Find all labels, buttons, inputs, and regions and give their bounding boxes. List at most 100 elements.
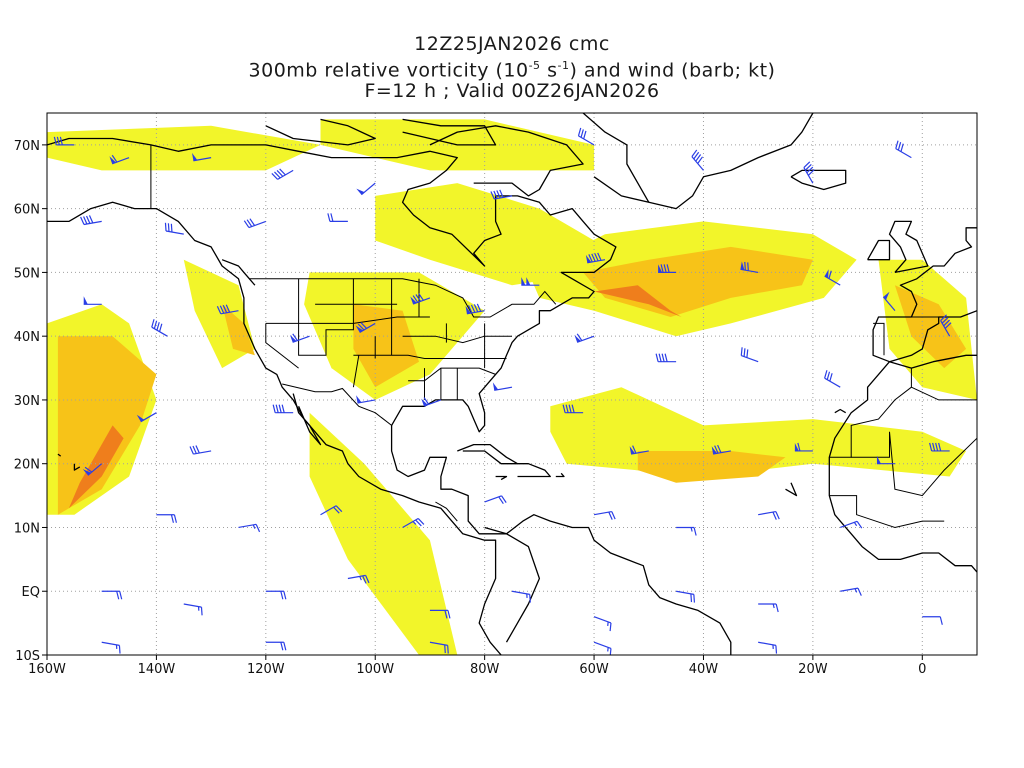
- plot-frame: [46, 112, 978, 656]
- vorticity-band-2: [68, 425, 124, 509]
- wind-barb: [356, 395, 376, 404]
- border-20: [829, 386, 912, 458]
- border-6: [353, 354, 507, 359]
- coastline-17: [785, 482, 798, 497]
- lat-lon-grid: [47, 113, 977, 655]
- coastline-19: [402, 118, 497, 146]
- wind-barb: [711, 444, 731, 455]
- wind-barb: [655, 353, 677, 363]
- wind-barb: [355, 322, 376, 333]
- wind-barb: [192, 152, 212, 162]
- political-borders: [150, 144, 977, 529]
- wind-barb: [758, 511, 780, 520]
- wind-barb: [562, 404, 584, 414]
- wind-barb: [265, 641, 287, 651]
- coastline-18: [221, 259, 256, 286]
- wind-barb: [929, 442, 950, 452]
- coastline-8: [593, 113, 814, 210]
- wind-barb: [840, 520, 863, 529]
- wind-barb: [521, 277, 540, 286]
- title-line-1: 12Z25JAN2026 cmc: [414, 33, 610, 55]
- wind-barb: [189, 445, 212, 455]
- wind-barb: [429, 609, 451, 619]
- wind-barb: [80, 215, 102, 226]
- lon-tick-label: 100W: [356, 662, 394, 677]
- wind-barb: [740, 261, 759, 274]
- coastline-23: [57, 453, 62, 457]
- wind-barb: [511, 590, 531, 603]
- wind-barb: [238, 523, 261, 533]
- wind-barb: [691, 149, 704, 171]
- lat-tick-label: 10S: [15, 649, 40, 664]
- coastline-10: [790, 169, 847, 191]
- title-line-3: F=12 h ; Valid 00Z26JAN2026: [364, 80, 660, 103]
- wind-barb: [593, 616, 612, 632]
- border-22: [829, 495, 945, 529]
- vorticity-band-1: [57, 336, 157, 515]
- wind-barb: [803, 161, 815, 184]
- wind-barb: [429, 641, 449, 654]
- wind-barb: [824, 370, 841, 388]
- wind-barb: [83, 296, 102, 305]
- title-line-2-mid: s: [540, 59, 558, 82]
- coastline-16: [834, 408, 847, 414]
- wind-barb: [216, 304, 239, 315]
- wind-barb: [794, 442, 813, 452]
- coastline-24: [484, 526, 541, 643]
- wind-barb: [356, 182, 376, 196]
- lat-tick-label: 60N: [14, 203, 40, 218]
- coastline-5: [517, 463, 551, 478]
- wind-barbs: [53, 127, 952, 655]
- wind-barb: [758, 603, 779, 613]
- lat-tick-label: 40N: [14, 330, 40, 345]
- border-4: [298, 278, 354, 356]
- border-25: [873, 322, 885, 356]
- coastline-6: [495, 475, 508, 481]
- wind-barb: [151, 319, 168, 337]
- wind-barb: [271, 168, 294, 180]
- wind-barb: [922, 616, 943, 625]
- wind-barb: [465, 303, 485, 315]
- vorticity-band-6: [353, 304, 419, 388]
- wind-barb: [347, 574, 370, 584]
- coastline-3: [47, 137, 617, 433]
- wind-barb: [840, 587, 862, 596]
- lat-tick-label: EQ: [22, 585, 40, 600]
- wind-barb: [876, 455, 895, 465]
- lon-tick-label: 140W: [138, 662, 176, 677]
- coastline-15: [889, 354, 977, 369]
- coastline-9: [539, 113, 650, 203]
- wind-barb: [402, 517, 425, 528]
- lat-tick-label: 70N: [14, 139, 40, 154]
- border-5: [265, 323, 299, 369]
- vorticity-band-15: [309, 412, 458, 655]
- border-7: [352, 355, 360, 388]
- border-21: [851, 431, 977, 497]
- wind-barb: [676, 526, 697, 536]
- wind-barb: [490, 189, 513, 200]
- wind-barb: [940, 314, 952, 337]
- axis-ticks: 160W 140W 120W 100W 80W 60W 40W 20W 0 70N 60N 50N 40…: [14, 139, 927, 677]
- wind-barb: [164, 222, 184, 235]
- lat-tick-label: 10N: [14, 521, 40, 536]
- wind-barb: [824, 269, 841, 286]
- wind-barb: [421, 397, 442, 407]
- wind-barb: [740, 347, 759, 363]
- coastline-7: [555, 472, 565, 478]
- wind-barb: [484, 495, 507, 505]
- border-2: [282, 383, 392, 426]
- wind-barb: [156, 514, 177, 523]
- coastline-12: [888, 220, 929, 274]
- title-exponent-1: -5: [528, 59, 541, 72]
- border-11: [402, 335, 512, 344]
- wind-barb: [183, 603, 203, 616]
- wind-barb: [410, 293, 431, 305]
- lon-tick-label: 40W: [689, 662, 719, 677]
- wind-barb: [289, 333, 310, 343]
- vorticity-band-10: [594, 285, 682, 317]
- wind-barb: [676, 590, 696, 603]
- wind-barb: [101, 590, 123, 600]
- lon-tick-label: 20W: [798, 662, 828, 677]
- wind-barb: [758, 641, 778, 654]
